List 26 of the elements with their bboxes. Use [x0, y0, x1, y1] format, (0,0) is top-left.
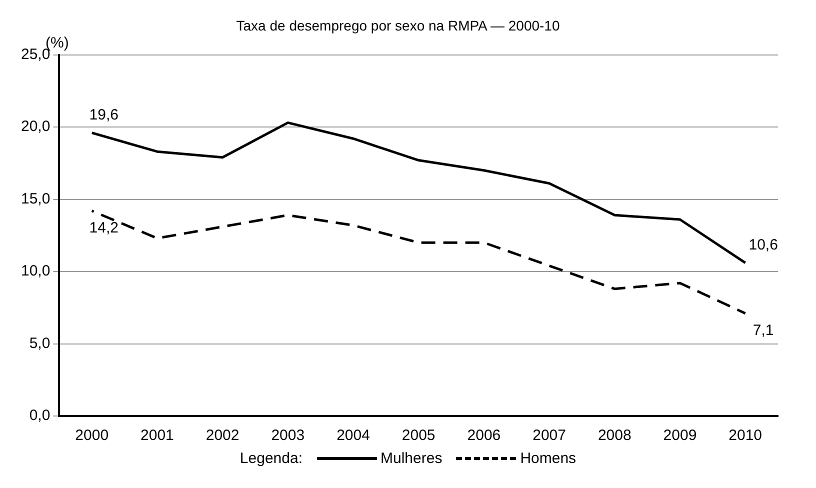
- line-series: [90, 210, 747, 315]
- y-axis-title: (%): [46, 34, 69, 52]
- data-label: 10,6: [748, 236, 778, 254]
- x-tick-label: 2006: [467, 427, 501, 444]
- data-label: 19,6: [89, 106, 118, 124]
- legend-label: Homens: [520, 450, 576, 467]
- y-tick-label: 10,0: [20, 262, 50, 280]
- chart-title: Taxa de desemprego por sexo na RMPA — 2000-10: [236, 17, 560, 34]
- y-tick-label: 0,0: [29, 407, 50, 424]
- legend-title: Legenda:: [240, 450, 302, 467]
- x-tick-label: 2005: [402, 427, 436, 444]
- x-tick-label: 2007: [532, 427, 566, 444]
- y-tick-label: 15,0: [20, 190, 50, 208]
- data-label: 7,1: [752, 322, 774, 340]
- x-tick-label: 2004: [336, 427, 370, 444]
- x-tick-label: 2002: [206, 427, 240, 444]
- x-tick-label: 2010: [728, 427, 762, 444]
- legend-label: Mulheres: [380, 450, 442, 467]
- y-tick-label: 20,0: [20, 118, 50, 136]
- y-tick-label: 5,0: [29, 334, 50, 352]
- x-tick-label: 2003: [271, 427, 305, 444]
- data-label: 14,2: [89, 219, 118, 236]
- x-tick-label: 2008: [598, 427, 632, 444]
- x-tick-label: 2001: [140, 427, 174, 444]
- x-tick-label: 2000: [75, 427, 109, 444]
- x-tick-label: 2009: [663, 427, 697, 444]
